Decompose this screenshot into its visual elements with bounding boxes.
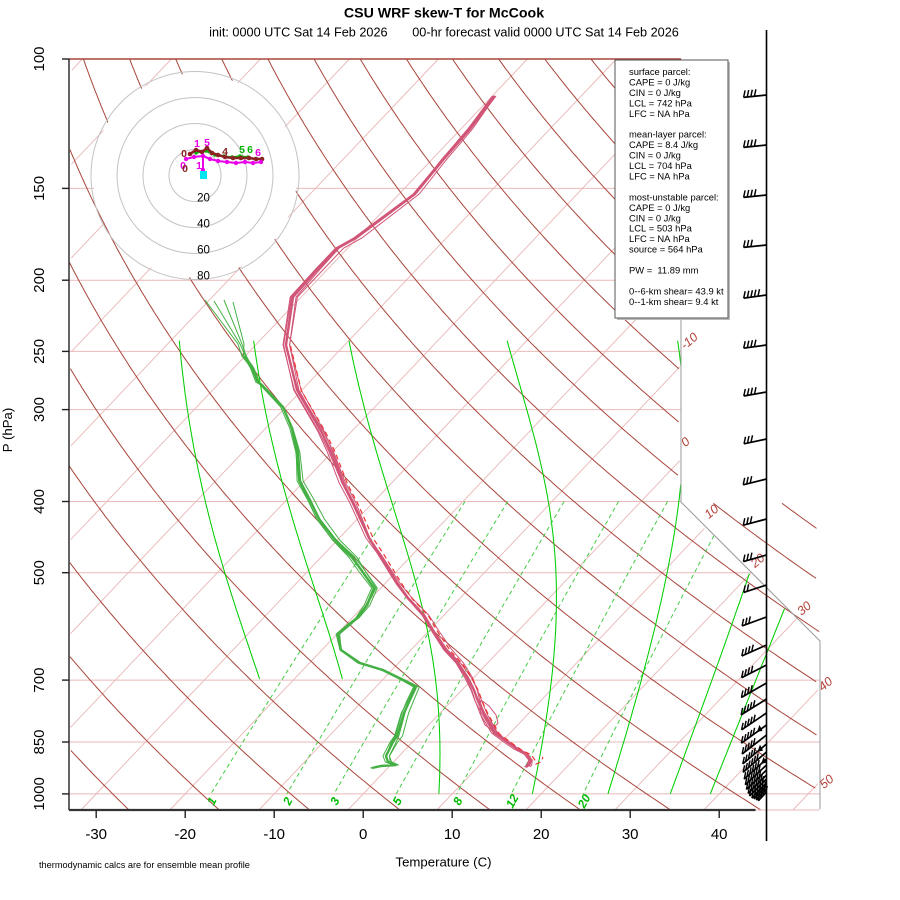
svg-text:0: 0 — [180, 160, 186, 172]
svg-text:4: 4 — [222, 146, 228, 158]
svg-text:30: 30 — [622, 826, 639, 843]
svg-text:1000: 1000 — [31, 777, 48, 810]
svg-text:6: 6 — [255, 147, 261, 159]
svg-text:20: 20 — [574, 792, 593, 812]
svg-text:400: 400 — [31, 489, 48, 514]
svg-text:P (hPa): P (hPa) — [0, 408, 15, 452]
svg-text:init: 0000 UTC Sat 14 Feb 2026: init: 0000 UTC Sat 14 Feb 2026 00-hr for… — [209, 26, 679, 40]
svg-text:LFC = NA hPa: LFC = NA hPa — [629, 171, 690, 182]
svg-text:LFC = NA hPa: LFC = NA hPa — [629, 233, 690, 244]
svg-text:source = 564 hPa: source = 564 hPa — [629, 244, 704, 255]
svg-text:LCL = 742 hPa: LCL = 742 hPa — [629, 97, 693, 108]
svg-text:mean-layer parcel:: mean-layer parcel: — [629, 129, 707, 140]
svg-text:Temperature (C): Temperature (C) — [395, 855, 491, 870]
svg-text:CSU WRF skew-T for McCook: CSU WRF skew-T for McCook — [344, 6, 544, 22]
svg-text:0--6-km shear= 43.9 kt: 0--6-km shear= 43.9 kt — [629, 285, 724, 296]
svg-text:-20: -20 — [174, 826, 196, 843]
svg-text:LCL = 704 hPa: LCL = 704 hPa — [629, 160, 693, 171]
svg-text:250: 250 — [31, 339, 48, 364]
svg-text:40: 40 — [816, 674, 836, 694]
svg-text:0: 0 — [182, 163, 188, 175]
svg-text:150: 150 — [31, 176, 48, 201]
svg-text:CAPE = 0 J/kg: CAPE = 0 J/kg — [629, 202, 690, 213]
svg-text:1: 1 — [194, 138, 200, 150]
svg-text:1: 1 — [196, 160, 202, 172]
svg-text:5: 5 — [239, 144, 245, 156]
svg-text:LFC = NA hPa: LFC = NA hPa — [629, 108, 690, 119]
svg-text:60: 60 — [197, 245, 210, 257]
svg-text:surface parcel:: surface parcel: — [629, 66, 691, 77]
svg-text:CAPE = 8.4 J/kg: CAPE = 8.4 J/kg — [629, 139, 698, 150]
svg-text:40: 40 — [197, 219, 210, 231]
svg-text:5: 5 — [204, 137, 210, 149]
svg-text:10: 10 — [444, 826, 461, 843]
svg-text:-10: -10 — [263, 826, 285, 843]
svg-text:300: 300 — [31, 397, 48, 422]
svg-text:CAPE = 0 J/kg: CAPE = 0 J/kg — [629, 77, 690, 88]
svg-text:500: 500 — [31, 560, 48, 585]
svg-text:10: 10 — [702, 502, 722, 522]
svg-text:80: 80 — [197, 271, 210, 283]
svg-text:30: 30 — [794, 599, 814, 619]
svg-text:6: 6 — [247, 144, 253, 156]
svg-text:CIN = 0 J/kg: CIN = 0 J/kg — [629, 212, 681, 223]
svg-text:CIN = 0 J/kg: CIN = 0 J/kg — [629, 150, 681, 161]
svg-text:PW = 11.89 mm: PW = 11.89 mm — [629, 265, 699, 276]
svg-text:20: 20 — [533, 826, 550, 843]
svg-text:12: 12 — [503, 792, 522, 811]
svg-text:200: 200 — [31, 268, 48, 293]
svg-text:850: 850 — [31, 729, 48, 754]
svg-text:40: 40 — [711, 826, 728, 843]
svg-text:100: 100 — [31, 46, 48, 71]
svg-text:0: 0 — [359, 826, 367, 843]
svg-text:-30: -30 — [85, 826, 107, 843]
svg-text:LCL = 503 hPa: LCL = 503 hPa — [629, 223, 693, 234]
svg-text:0: 0 — [181, 148, 187, 160]
svg-text:most-unstable parcel:: most-unstable parcel: — [629, 191, 719, 202]
svg-text:700: 700 — [31, 668, 48, 693]
svg-text:CIN = 0 J/kg: CIN = 0 J/kg — [629, 87, 681, 98]
svg-text:20: 20 — [197, 193, 210, 205]
svg-text:thermodynamic calcs are for en: thermodynamic calcs are for ensemble mea… — [39, 860, 250, 870]
svg-text:0--1-km shear= 9.4 kt: 0--1-km shear= 9.4 kt — [629, 296, 719, 307]
